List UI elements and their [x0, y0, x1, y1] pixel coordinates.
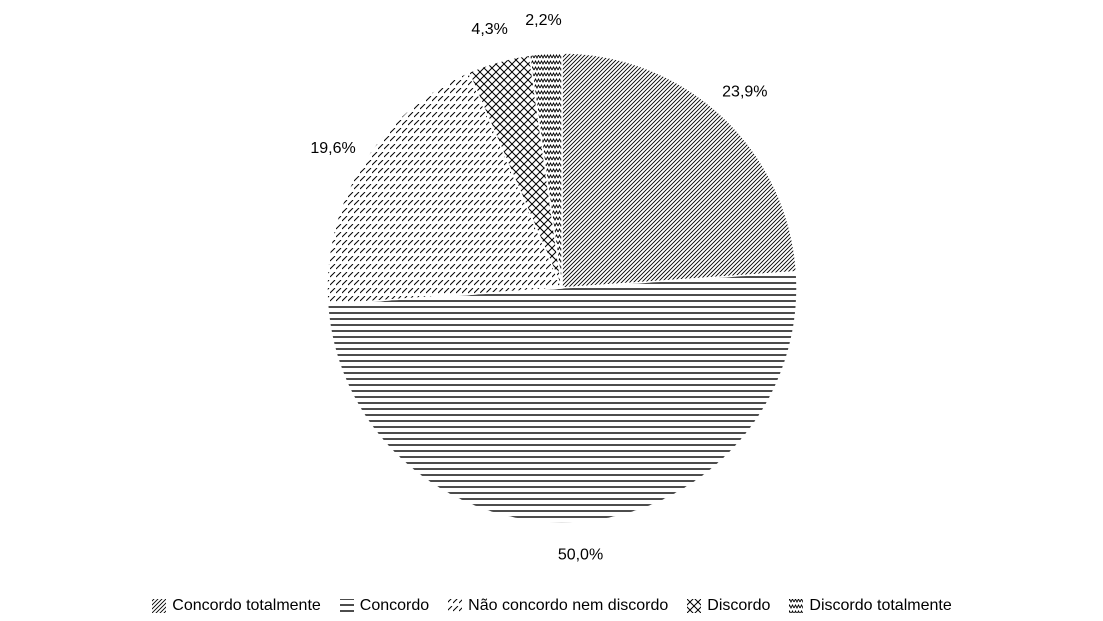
slice-concordo-totalmente: [561, 52, 798, 289]
legend-label: Discordo: [707, 597, 771, 614]
legend-swatch-zigzag-icon: [789, 599, 804, 613]
legend-label: Não concordo nem discordo: [468, 597, 669, 614]
legend-swatch-diagonal-fine-icon: [152, 599, 167, 613]
slice-discordo-totalmente: [528, 52, 563, 289]
data-label-discordo: 4,3%: [471, 21, 507, 38]
legend-label: Concordo totalmente: [172, 597, 321, 614]
legend-swatch-horizontal-icon: [339, 599, 354, 613]
legend-label: Concordo: [359, 597, 430, 614]
legend-swatch-crosshatch-icon: [687, 599, 702, 613]
legend-swatch-diagonal-dashed-icon: [448, 599, 463, 613]
legend: Concordo totalmente Concordo Não concordo …: [0, 594, 1103, 618]
data-label-concordo-totalmente: 23,9%: [722, 83, 767, 100]
data-label-discordo-totalmente: 2,2%: [525, 12, 561, 29]
slice-concordo: [326, 270, 798, 524]
slice-nao-concordo-nem-discordo: [326, 71, 564, 306]
data-label-nao-concordo-nem-discordo: 19,6%: [310, 140, 355, 157]
legend-item-discordo-totalmente: Discordo totalmente: [788, 597, 952, 615]
legend-item-nao-concordo-nem-discordo: Não concordo nem discordo: [447, 597, 668, 615]
legend-label: Discordo totalmente: [809, 597, 952, 614]
legend-item-discordo: Discordo: [686, 597, 770, 615]
legend-item-concordo-totalmente: Concordo totalmente: [151, 597, 321, 615]
data-label-concordo: 50,0%: [558, 547, 603, 564]
legend-item-concordo: Concordo: [339, 597, 429, 615]
